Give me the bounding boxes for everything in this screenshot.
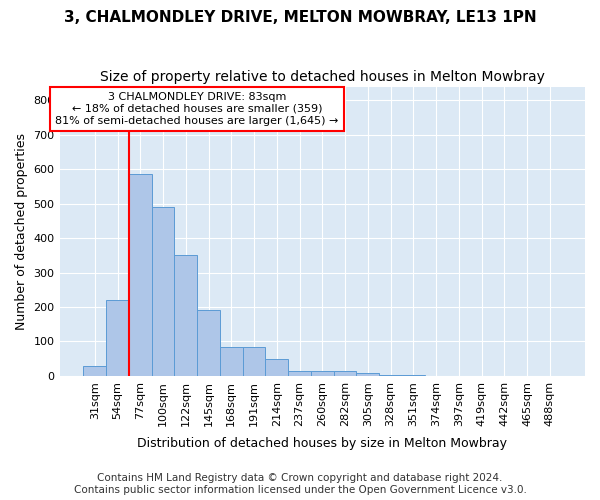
Bar (152, 207, 175, 376)
Bar (265, 358, 288, 376)
Bar (83, 366, 106, 376)
Bar (379, 375, 402, 376)
Bar (356, 373, 379, 376)
Bar (129, 174, 152, 376)
Bar (402, 375, 425, 376)
Bar (311, 370, 334, 376)
Bar (106, 300, 129, 376)
Bar (175, 256, 197, 376)
X-axis label: Distribution of detached houses by size in Melton Mowbray: Distribution of detached houses by size … (137, 437, 507, 450)
Bar (242, 346, 265, 376)
Text: 3 CHALMONDLEY DRIVE: 83sqm
← 18% of detached houses are smaller (359)
81% of sem: 3 CHALMONDLEY DRIVE: 83sqm ← 18% of deta… (55, 92, 339, 126)
Text: 3, CHALMONDLEY DRIVE, MELTON MOWBRAY, LE13 1PN: 3, CHALMONDLEY DRIVE, MELTON MOWBRAY, LE… (64, 10, 536, 25)
Bar (220, 346, 242, 376)
Y-axis label: Number of detached properties: Number of detached properties (15, 132, 28, 330)
Bar (288, 370, 311, 376)
Title: Size of property relative to detached houses in Melton Mowbray: Size of property relative to detached ho… (100, 70, 545, 84)
Bar (197, 310, 220, 376)
Bar (334, 370, 356, 376)
Text: Contains HM Land Registry data © Crown copyright and database right 2024.
Contai: Contains HM Land Registry data © Crown c… (74, 474, 526, 495)
